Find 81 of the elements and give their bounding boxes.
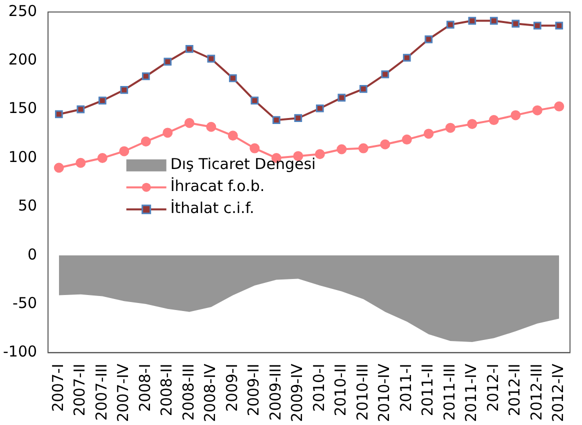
x-tick-label: 2009-III xyxy=(266,364,284,421)
point xyxy=(336,144,347,154)
point xyxy=(359,84,368,93)
y-tick-label: 100 xyxy=(8,148,38,166)
point xyxy=(54,110,63,118)
point xyxy=(512,20,520,28)
point xyxy=(468,16,476,25)
point xyxy=(424,35,433,44)
point xyxy=(490,16,498,25)
point xyxy=(445,122,456,133)
y-tick-label: 0 xyxy=(27,245,38,264)
x-tick-label: 2007-I xyxy=(48,364,67,412)
x-tick-label: 2012-I xyxy=(484,364,502,412)
legend-label: Dış Ticaret Dengesi xyxy=(170,155,316,174)
legend-label: İthalat c.i.f. xyxy=(170,199,254,218)
point xyxy=(97,153,108,164)
point xyxy=(424,128,434,139)
point xyxy=(402,54,411,62)
point xyxy=(294,114,302,122)
x-tick-label: 2007-II xyxy=(70,364,89,416)
x-tick-label: 2012-IV xyxy=(549,363,568,422)
point xyxy=(314,149,325,160)
point xyxy=(272,116,280,124)
x-tick-label: 2008-IV xyxy=(201,363,220,422)
point xyxy=(185,45,194,53)
legend-label: İhracat f.o.b. xyxy=(170,177,265,196)
point xyxy=(510,110,521,120)
point xyxy=(162,128,173,138)
x-tick-label: 2011-IV xyxy=(462,363,480,422)
point xyxy=(380,139,390,150)
x-tick-label: 2012-III xyxy=(527,364,546,421)
point xyxy=(358,143,368,154)
y-tick-label: 150 xyxy=(8,99,38,118)
x-tick-label: 2009-I xyxy=(222,364,241,412)
x-tick-label: 2009-II xyxy=(244,364,263,416)
point xyxy=(488,115,499,126)
point xyxy=(533,22,542,30)
point xyxy=(446,20,454,29)
y-tick-label: 250 xyxy=(8,2,38,20)
point xyxy=(207,54,216,63)
point xyxy=(206,122,216,132)
point xyxy=(119,146,130,156)
point xyxy=(467,118,478,129)
point xyxy=(142,72,150,80)
y-tick-label: -50 xyxy=(12,294,38,312)
x-tick-label: 2010-III xyxy=(353,364,372,421)
point xyxy=(250,96,259,105)
x-tick-label: 2009-IV xyxy=(288,363,306,422)
x-tick-label: 2008-III xyxy=(179,364,198,421)
y-tick-label: -100 xyxy=(2,342,38,361)
y-tick-label: 50 xyxy=(18,196,38,215)
point xyxy=(76,105,85,114)
point xyxy=(250,143,260,154)
point xyxy=(76,158,86,168)
point xyxy=(554,101,564,112)
point xyxy=(381,70,390,78)
point xyxy=(140,136,151,146)
point xyxy=(316,104,324,112)
x-tick-label: 2012-II xyxy=(506,364,524,416)
point xyxy=(402,134,412,145)
point xyxy=(120,86,128,94)
point xyxy=(54,162,64,173)
x-tick-label: 2011-I xyxy=(396,364,415,412)
x-tick-label: 2011-II xyxy=(418,364,437,416)
x-tick-label: 2011-III xyxy=(440,364,458,421)
point xyxy=(184,118,194,128)
x-tick-label: 2010-II xyxy=(332,364,350,416)
point xyxy=(555,22,564,30)
x-tick-label: 2008-I xyxy=(136,364,154,412)
x-tick-label: 2007-IV xyxy=(114,363,132,422)
point xyxy=(228,130,238,141)
x-tick-label: 2007-III xyxy=(92,364,110,421)
point xyxy=(228,74,237,82)
y-tick-label: 200 xyxy=(8,50,38,69)
x-tick-label: 2010-IV xyxy=(375,363,394,422)
point xyxy=(164,58,172,66)
x-tick-label: 2010-I xyxy=(310,364,328,412)
x-tick-label: 2008-II xyxy=(158,364,176,416)
point xyxy=(98,96,106,105)
point xyxy=(532,105,542,116)
point xyxy=(338,94,346,102)
